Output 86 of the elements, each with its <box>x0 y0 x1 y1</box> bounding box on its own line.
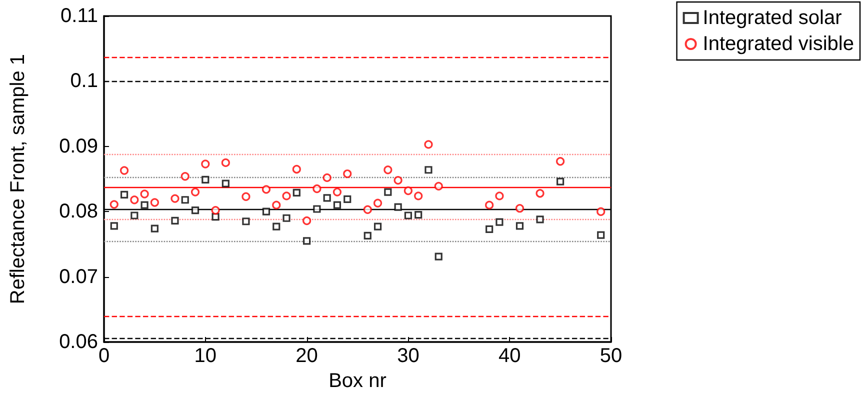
point <box>556 157 565 166</box>
point <box>282 214 290 222</box>
point <box>282 192 291 200</box>
point <box>434 252 442 260</box>
y-tick-label: 0.06 <box>59 331 98 353</box>
y-tick-label: 0.1 <box>70 70 98 92</box>
point <box>374 222 382 230</box>
point <box>180 172 190 181</box>
x-axis-title: Box nr <box>328 370 387 392</box>
point <box>303 237 311 245</box>
point <box>373 198 382 208</box>
point <box>596 207 606 216</box>
point <box>485 200 494 210</box>
point <box>272 222 280 230</box>
point <box>556 178 564 186</box>
point <box>190 188 200 196</box>
point <box>404 212 412 220</box>
point <box>170 194 180 203</box>
point <box>404 186 412 196</box>
point <box>222 180 230 188</box>
point <box>302 216 312 226</box>
point <box>150 198 159 207</box>
point <box>323 194 331 202</box>
point <box>212 213 220 221</box>
x-tick-label: 40 <box>498 345 521 367</box>
x-tick-label: 10 <box>194 345 217 367</box>
point <box>150 224 158 232</box>
legend-label: Integrated visible <box>702 33 854 55</box>
point <box>486 225 494 234</box>
point <box>181 196 189 204</box>
y-tick-label: 0.07 <box>59 266 98 288</box>
point <box>343 169 352 178</box>
point <box>333 201 342 209</box>
point <box>110 200 118 209</box>
point <box>424 140 433 149</box>
point <box>364 232 372 240</box>
point <box>495 192 504 200</box>
point <box>516 222 524 230</box>
point <box>597 231 605 239</box>
point <box>384 166 392 174</box>
point <box>313 205 321 213</box>
y-tick-label: 0.08 <box>59 200 98 223</box>
point <box>140 190 149 198</box>
point <box>536 189 544 198</box>
point <box>130 212 138 220</box>
point <box>191 206 200 214</box>
point <box>515 204 524 213</box>
x-tick-label: 0 <box>98 345 110 367</box>
point <box>292 188 300 196</box>
x-tick-label: 50 <box>600 345 622 367</box>
point <box>322 173 332 182</box>
point <box>242 192 250 201</box>
point <box>496 218 504 226</box>
point <box>536 216 544 224</box>
point <box>272 200 281 210</box>
y-tick-label: 0.11 <box>60 5 98 27</box>
point <box>424 166 432 174</box>
point <box>140 201 148 209</box>
point <box>394 176 402 185</box>
point <box>202 176 210 184</box>
point <box>394 203 402 211</box>
point <box>363 205 372 214</box>
point <box>110 222 118 230</box>
point <box>211 206 220 215</box>
point <box>171 216 179 225</box>
legend-label: Integrated solar <box>702 7 842 29</box>
point <box>312 184 322 194</box>
point <box>221 158 230 167</box>
point <box>262 185 271 194</box>
point <box>201 160 210 168</box>
point <box>414 192 423 200</box>
point <box>130 196 139 204</box>
point <box>384 188 392 196</box>
x-tick-label: 30 <box>397 345 420 367</box>
point <box>434 182 443 190</box>
point <box>120 190 128 198</box>
point <box>242 218 250 226</box>
point <box>262 208 270 216</box>
y-tick-label: 0.09 <box>59 135 98 158</box>
point <box>120 166 129 175</box>
x-tick-label: 20 <box>296 345 318 367</box>
point <box>332 188 342 196</box>
point <box>344 195 352 204</box>
point <box>414 211 422 219</box>
point <box>292 164 301 174</box>
y-axis-title: Reflectance Front, sample 1 <box>7 54 29 304</box>
